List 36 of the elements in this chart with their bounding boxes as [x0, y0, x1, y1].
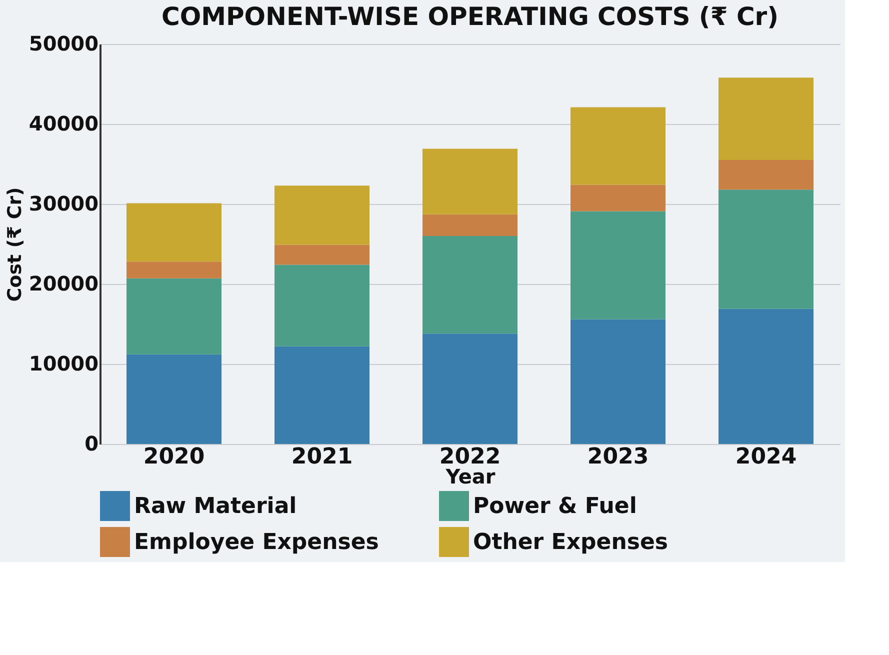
bar: [274, 264, 370, 346]
bar: [126, 203, 222, 262]
bar: [422, 334, 518, 444]
bar: [718, 190, 814, 309]
bar: [718, 78, 814, 160]
bar: [422, 214, 518, 236]
y-axis-title: Cost (₹ Cr): [4, 187, 26, 302]
y-tick-label: 10000: [28, 352, 98, 376]
y-tick-label: 40000: [28, 112, 98, 136]
bar: [274, 186, 370, 245]
bar: [422, 148, 518, 214]
legend-label: Power & Fuel: [473, 494, 637, 519]
bar: [274, 346, 370, 444]
legend-label: Employee Expenses: [134, 530, 379, 555]
y-tick-label: 50000: [28, 32, 98, 56]
y-tick-label: 20000: [28, 272, 98, 296]
bar: [126, 278, 222, 354]
bar: [718, 160, 814, 190]
bar: [126, 262, 222, 278]
bar: [570, 184, 666, 212]
bar: [570, 211, 666, 320]
bar: [718, 308, 814, 444]
bar: [422, 236, 518, 334]
bar: [570, 107, 666, 185]
legend-label: Other Expenses: [473, 530, 668, 555]
x-tick-label: 2021: [291, 444, 353, 470]
chart-title: COMPONENT-WISE OPERATING COSTS (₹ Cr): [161, 2, 779, 31]
y-tick-label: 30000: [28, 192, 98, 216]
x-tick-label: 2024: [735, 444, 797, 470]
bar: [274, 244, 370, 265]
bar: [570, 319, 666, 444]
legend-label: Raw Material: [134, 494, 297, 519]
y-tick-label: 0: [84, 432, 98, 456]
x-tick-label: 2023: [587, 444, 649, 470]
x-tick-label: 2020: [143, 444, 205, 470]
bar: [126, 354, 222, 444]
